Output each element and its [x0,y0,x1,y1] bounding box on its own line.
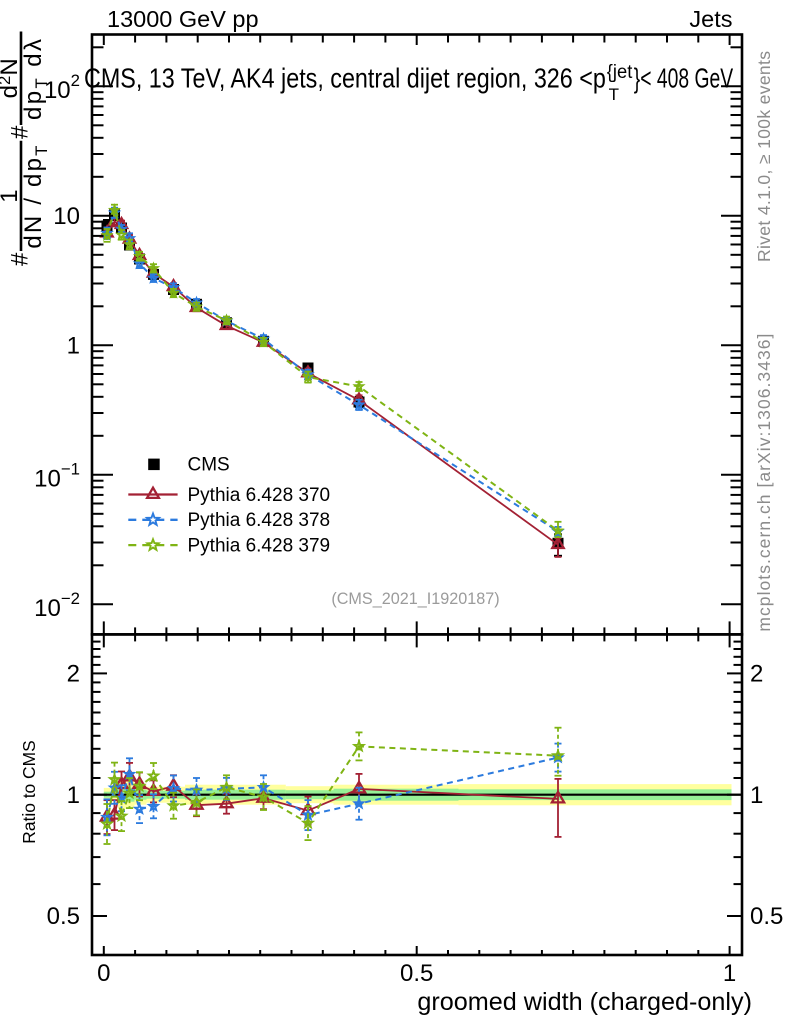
svg-text:#: # [7,252,34,266]
svg-text:1: 1 [0,189,23,202]
svg-text:1: 1 [750,782,763,809]
svg-text:Rivet 4.1.0, ≥ 100k events: Rivet 4.1.0, ≥ 100k events [754,51,774,262]
svg-text:Pythia 6.428 378: Pythia 6.428 378 [188,510,331,531]
svg-text:d2N: d2N [0,58,23,98]
svg-text:1: 1 [67,782,80,809]
svg-text:0.5: 0.5 [750,903,783,930]
svg-text:CMS: CMS [188,455,230,476]
svg-text:{jet: {jet [607,62,633,83]
svg-text:10−2: 10−2 [34,589,80,622]
svg-text:T: T [609,85,619,104]
svg-text:Ratio to CMS: Ratio to CMS [19,740,39,843]
svg-text:Pythia 6.428 379: Pythia 6.428 379 [188,536,331,557]
svg-text:Jets: Jets [689,6,732,32]
svg-text:0: 0 [97,960,110,987]
svg-text:1: 1 [67,333,80,360]
svg-text:CMS, 13 TeV, AK4 jets, central: CMS, 13 TeV, AK4 jets, central dijet reg… [84,62,606,93]
svg-text:mcplots.cern.ch [arXiv:1306.34: mcplots.cern.ch [arXiv:1306.3436] [754,334,774,632]
svg-text:0.5: 0.5 [47,903,80,930]
svg-text:2: 2 [67,661,80,688]
svg-text:2: 2 [750,661,763,688]
svg-text:dN / dpT: dN / dpT [20,143,51,248]
svg-text:10: 10 [53,203,80,230]
svg-text:(CMS_2021_I1920187): (CMS_2021_I1920187) [331,590,499,608]
svg-text:13000 GeV pp: 13000 GeV pp [107,6,259,32]
svg-text:groomed width (charged-only): groomed width (charged-only) [417,988,752,1016]
svg-text:}< 408 GeV: }< 408 GeV [634,62,734,93]
svg-text:0.5: 0.5 [400,960,433,987]
svg-text:#: # [7,125,34,139]
svg-text:1: 1 [723,960,736,987]
svg-text:Pythia 6.428 370: Pythia 6.428 370 [188,485,331,506]
